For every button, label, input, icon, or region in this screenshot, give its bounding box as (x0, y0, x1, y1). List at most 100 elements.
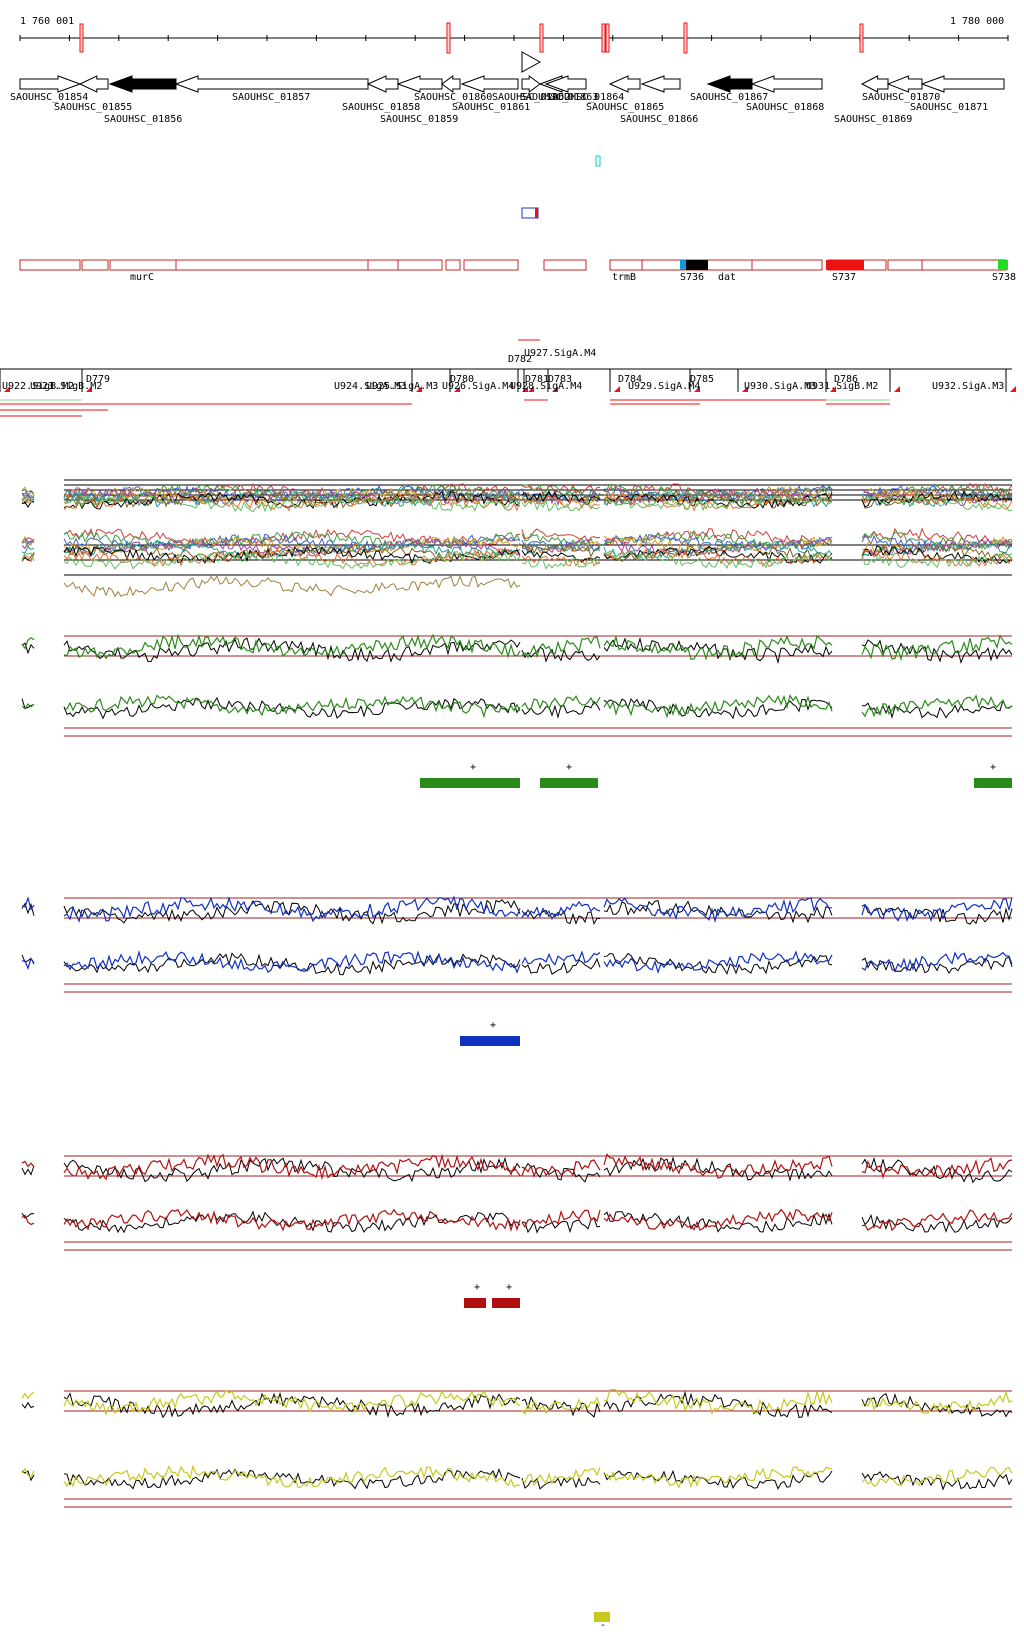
feature-box (367, 259, 399, 271)
expression-trace (521, 1396, 601, 1416)
axis-mark (859, 23, 864, 53)
expression-trace (21, 535, 35, 546)
segment-d785: D785 (690, 374, 714, 385)
genome-axis: 1 760 001 1 780 000 (19, 16, 1009, 54)
expression-trace (603, 636, 833, 665)
expression-trace (603, 492, 833, 509)
segment-d786: D786 (834, 374, 858, 385)
expression-trace (521, 909, 600, 926)
gene-arrow (460, 75, 519, 93)
call-sign: + (474, 1282, 480, 1293)
segment-u930: U930.SigA.M3 (744, 381, 816, 392)
expression-trace (603, 1388, 833, 1415)
segment-arrow (894, 386, 900, 392)
expression-trace (861, 639, 1013, 665)
feature-box (109, 259, 177, 271)
feature-label-trmb: trmB (612, 272, 636, 283)
call-bar (540, 778, 598, 788)
gene-arrow (640, 75, 681, 93)
expression-trace (861, 493, 1013, 512)
expression-trace (603, 897, 833, 924)
expression-trace (861, 490, 1013, 508)
expression-trace (63, 543, 520, 562)
expression-trace (861, 489, 1013, 509)
feature-box (463, 259, 519, 271)
segment-d780: D780 (450, 374, 474, 385)
call-sign: + (566, 762, 572, 773)
axis-mark (539, 23, 544, 53)
segment-track (0, 339, 1016, 417)
expression-trace (604, 1465, 833, 1489)
expression-trace (861, 1466, 1013, 1487)
promoter-icon (521, 51, 542, 73)
expression-trace (63, 527, 521, 547)
expression-trace (861, 527, 1013, 546)
expression-trace (521, 1466, 601, 1487)
gene-label: SAOUHSC_01867 (690, 92, 768, 103)
axis-mark (601, 23, 606, 53)
expression-trace (603, 541, 833, 561)
expression-trace (861, 956, 1013, 975)
call-bar (420, 778, 520, 788)
expression-trace (603, 950, 833, 975)
expression-trace (521, 539, 601, 554)
gene-label: SAOUHSC_01870 (862, 92, 940, 103)
gene-label: SAOUHSC_01859 (380, 114, 458, 125)
call-sign: + (506, 1282, 512, 1293)
expression-trace (861, 488, 1013, 507)
expression-trace (521, 636, 601, 659)
expression-trace (63, 895, 521, 924)
expression-trace (21, 500, 35, 508)
expression-trace (521, 543, 601, 558)
segment-u924: U924.SigA.M3 (334, 381, 406, 392)
segment-u926: U926.SigA.M4 (442, 381, 514, 392)
feature-label-murc: murC (130, 272, 154, 283)
feature-box (397, 259, 443, 271)
gene-arrow (886, 75, 923, 93)
call-bar (492, 1298, 520, 1308)
expression-trace (603, 693, 833, 719)
gene-arrow (608, 75, 641, 93)
expression-trace (21, 642, 35, 655)
expression-trace (21, 493, 35, 504)
expression-trace (861, 1156, 1013, 1184)
segment-u931: U931.SigB.M2 (806, 381, 878, 392)
expression-trace (21, 551, 35, 562)
s736-block (680, 260, 686, 270)
gene-arrow (396, 75, 443, 93)
call-bar (464, 1298, 486, 1308)
expression-trace (521, 700, 601, 720)
expression-trace (521, 1209, 601, 1228)
expression-trace (63, 531, 521, 550)
expression-trace (21, 494, 35, 503)
expression-trace (603, 1208, 833, 1231)
feature-box (19, 259, 81, 271)
cyan-marker (595, 155, 601, 167)
expression-trace (603, 1153, 833, 1179)
expression-trace (63, 949, 521, 974)
expression-trace (861, 1157, 1013, 1180)
feature-label-s738: S738 (992, 272, 1016, 283)
expression-trace (21, 636, 35, 650)
expression-trace (21, 488, 35, 498)
expression-panels: + + + + + + - (21, 479, 1013, 1631)
segment-u927: U927.SigA.M4 (524, 348, 596, 359)
call-sign: - (600, 1620, 606, 1631)
call-sign: + (470, 762, 476, 773)
expression-trace (63, 488, 521, 508)
expression-trace (861, 1392, 1013, 1418)
expression-trace (63, 1156, 521, 1183)
expression-trace (63, 1391, 521, 1419)
feature-box (543, 259, 587, 271)
axis-mark (683, 22, 688, 54)
segment-d779: D779 (86, 374, 110, 385)
gene-label: SAOUHSC_01854 (10, 92, 88, 103)
expression-trace (21, 703, 35, 710)
expression-trace (21, 1214, 35, 1226)
expression-trace (521, 900, 601, 921)
expression-trace (63, 540, 521, 560)
gene-label: SAOUHSC_01869 (834, 114, 912, 125)
expression-trace (521, 695, 601, 710)
call-sign: + (990, 762, 996, 773)
